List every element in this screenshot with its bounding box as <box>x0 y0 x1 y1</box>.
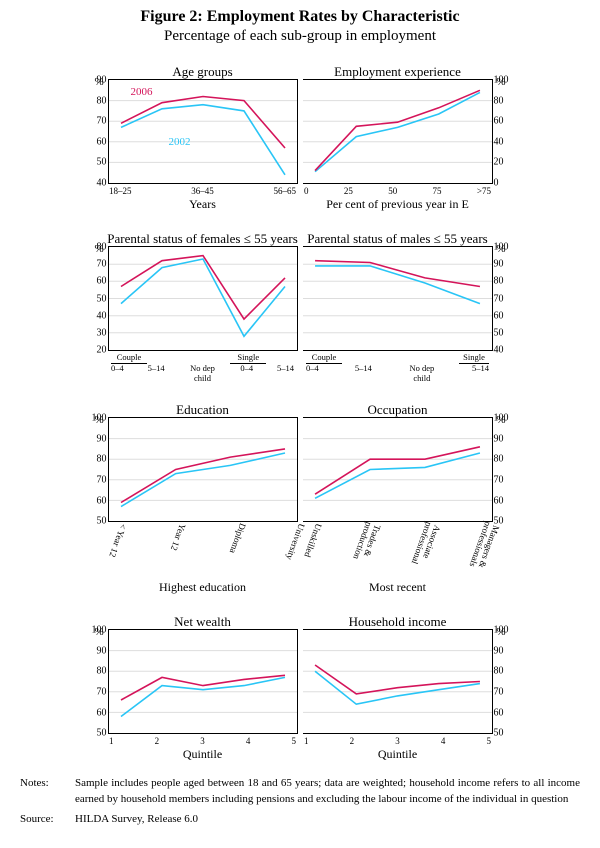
x-axis-label: Highest education <box>105 580 300 595</box>
plot-area: % 5060708090100 <box>108 417 298 522</box>
notes-text: Sample includes people aged between 18 a… <box>75 776 580 808</box>
chart-panel: Household income % 5060708090100 12345 Q… <box>300 601 495 762</box>
plot-area: % 405060708090100 <box>303 246 493 351</box>
panel-title: Household income <box>300 601 495 629</box>
legend-2002: 2002 <box>169 136 191 148</box>
figure-container: Figure 2: Employment Rates by Characteri… <box>0 0 600 848</box>
series-2006 <box>121 449 285 503</box>
series-2006 <box>121 256 285 320</box>
chart-row: Education % 5060708090100 < Year 12Year … <box>20 389 580 595</box>
plot-area: % 20304050607080 <box>108 246 298 351</box>
x-ticks: Couple Single 0–45–14No dep child5–14 <box>304 353 491 383</box>
panel-title: Parental status of males ≤ 55 years <box>300 218 495 246</box>
panel-title: Parental status of females ≤ 55 years <box>105 218 300 246</box>
series-2002 <box>315 92 480 171</box>
series-2002 <box>121 678 285 717</box>
x-axis-label: Quintile <box>105 747 300 762</box>
x-axis-label: Most recent <box>300 580 495 595</box>
chart-panel: Net wealth % 5060708090100 12345 Quintil… <box>105 601 300 762</box>
chart-panel: Employment experience % 020406080100 025… <box>300 51 495 212</box>
plot-area: % 020406080100 <box>303 79 493 184</box>
legend-2006: 2006 <box>131 86 153 98</box>
source-text: HILDA Survey, Release 6.0 <box>75 812 198 828</box>
panel-title: Net wealth <box>105 601 300 629</box>
plot-area: % 5060708090100 <box>108 629 298 734</box>
x-ticks: Couple Single 0–45–14No dep child0–45–14 <box>109 353 296 383</box>
x-ticks: 18–2536–4556–65 <box>109 186 296 196</box>
x-ticks: 0255075>75 <box>304 186 491 196</box>
chart-panel: Parental status of females ≤ 55 years % … <box>105 218 300 383</box>
footnotes: Notes: Sample includes people aged betwe… <box>20 776 580 828</box>
chart-row: Parental status of females ≤ 55 years % … <box>20 218 580 383</box>
plot-area: % 5060708090100 <box>303 417 493 522</box>
series-2002 <box>315 266 480 304</box>
figure-subtitle: Percentage of each sub-group in employme… <box>20 28 580 45</box>
notes-label: Notes: <box>20 776 75 808</box>
chart-grid: Age groups % 405060708090 2006 2002 18–2… <box>20 51 580 762</box>
chart-row: Net wealth % 5060708090100 12345 Quintil… <box>20 601 580 762</box>
x-axis-label: Years <box>105 197 300 212</box>
plot-area: % 5060708090100 <box>303 629 493 734</box>
x-axis-label: Quintile <box>300 747 495 762</box>
panel-title: Occupation <box>300 389 495 417</box>
chart-panel: Age groups % 405060708090 2006 2002 18–2… <box>105 51 300 212</box>
x-axis-label: Per cent of previous year in E <box>300 197 495 212</box>
series-2006 <box>315 447 480 494</box>
chart-panel: Parental status of males ≤ 55 years % 40… <box>300 218 495 383</box>
x-ticks: 12345 <box>304 736 491 746</box>
chart-panel: Occupation % 5060708090100 UnskilledTrad… <box>300 389 495 595</box>
chart-row: Age groups % 405060708090 2006 2002 18–2… <box>20 51 580 212</box>
figure-title: Figure 2: Employment Rates by Characteri… <box>20 8 580 26</box>
panel-title: Age groups <box>105 51 300 79</box>
panel-title: Education <box>105 389 300 417</box>
x-ticks: UnskilledTrades & productionAssociate pr… <box>304 524 491 579</box>
panel-title: Employment experience <box>300 51 495 79</box>
series-2006 <box>315 90 480 170</box>
series-2006 <box>315 665 480 694</box>
source-label: Source: <box>20 812 75 828</box>
x-ticks: 12345 <box>109 736 296 746</box>
chart-panel: Education % 5060708090100 < Year 12Year … <box>105 389 300 595</box>
x-ticks: < Year 12Year 12DiplomaUniversity <box>109 524 296 579</box>
plot-area: % 405060708090 2006 2002 <box>108 79 298 184</box>
series-2006 <box>121 676 285 701</box>
series-2002 <box>121 105 285 175</box>
